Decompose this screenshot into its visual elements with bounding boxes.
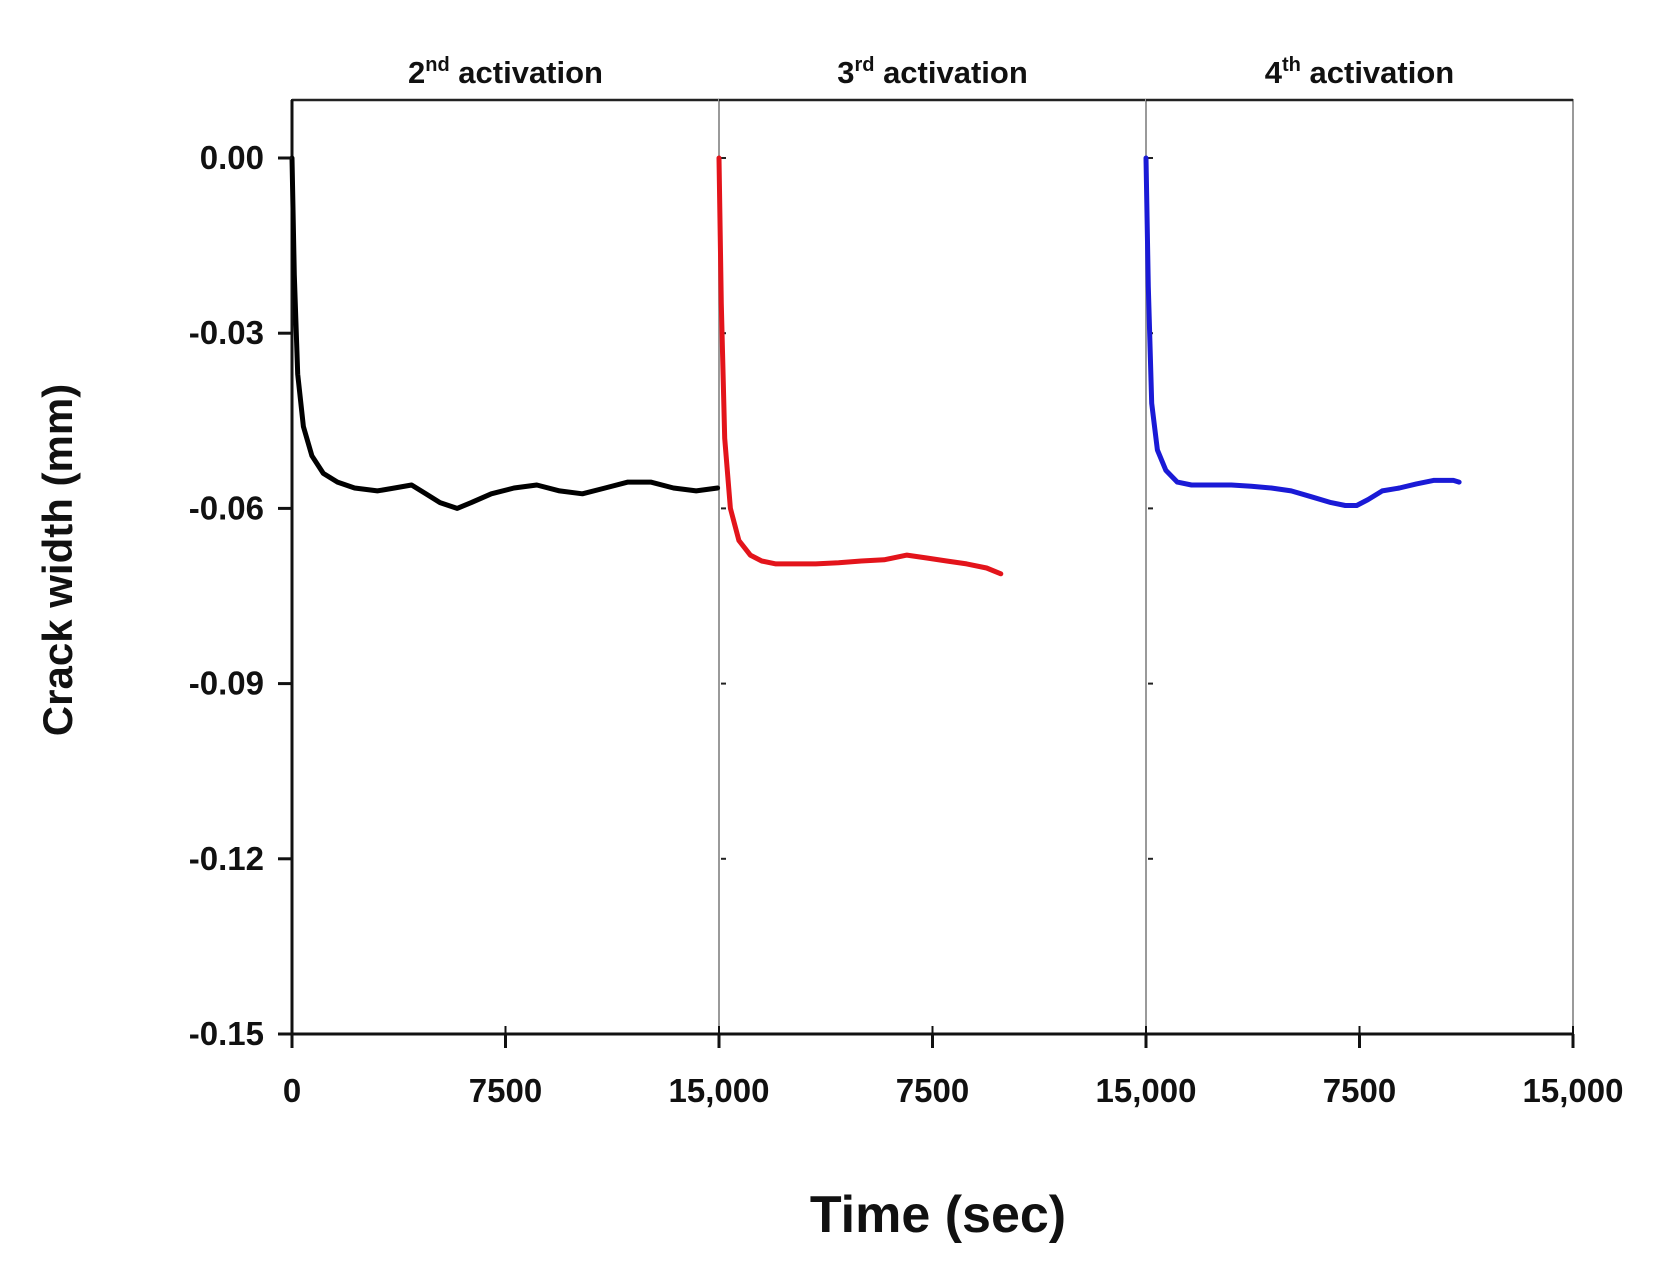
y-axis: 0.00 -0.03 -0.06 -0.09 -0.12 -0.15 <box>189 139 292 1052</box>
x-axis-title: Time (sec) <box>810 1186 1066 1244</box>
panel-frame-2 <box>718 99 1147 1035</box>
series-line-1 <box>289 155 721 511</box>
xtick-label: 7500 <box>896 1072 969 1109</box>
xtick-label: 15,000 <box>1523 1072 1624 1109</box>
ytick-label: -0.06 <box>189 489 264 526</box>
xtick-label: 15,000 <box>669 1072 770 1109</box>
series-line-2 <box>716 155 1004 577</box>
y-axis-title: Crack width (mm) <box>34 384 81 736</box>
ytick-label: -0.09 <box>189 665 264 702</box>
xtick-label: 7500 <box>1323 1072 1396 1109</box>
panel-frame-3 <box>1145 99 1574 1035</box>
panel-titles: 2nd activation 3rd activation 4th activati… <box>408 54 1454 90</box>
xtick-label: 7500 <box>469 1072 542 1109</box>
xtick-label: 0 <box>283 1072 301 1109</box>
panel-title-2: 3rd activation <box>837 54 1028 90</box>
series-line-3 <box>1143 155 1462 508</box>
panel-title-3: 4th activation <box>1265 54 1454 90</box>
ytick-label: -0.12 <box>189 840 264 877</box>
plot-frame <box>290 98 1574 1036</box>
ytick-label: 0.00 <box>200 139 264 176</box>
ytick-label: -0.15 <box>189 1015 264 1052</box>
panel-title-1: 2nd activation <box>408 54 603 90</box>
panel-frame-1 <box>291 99 720 1035</box>
ytick-label: -0.03 <box>189 314 264 351</box>
xtick-label: 15,000 <box>1096 1072 1197 1109</box>
series-layer <box>289 155 1462 577</box>
x-axis: 0 7500 15,000 7500 15,000 7500 15,000 <box>283 1026 1624 1109</box>
